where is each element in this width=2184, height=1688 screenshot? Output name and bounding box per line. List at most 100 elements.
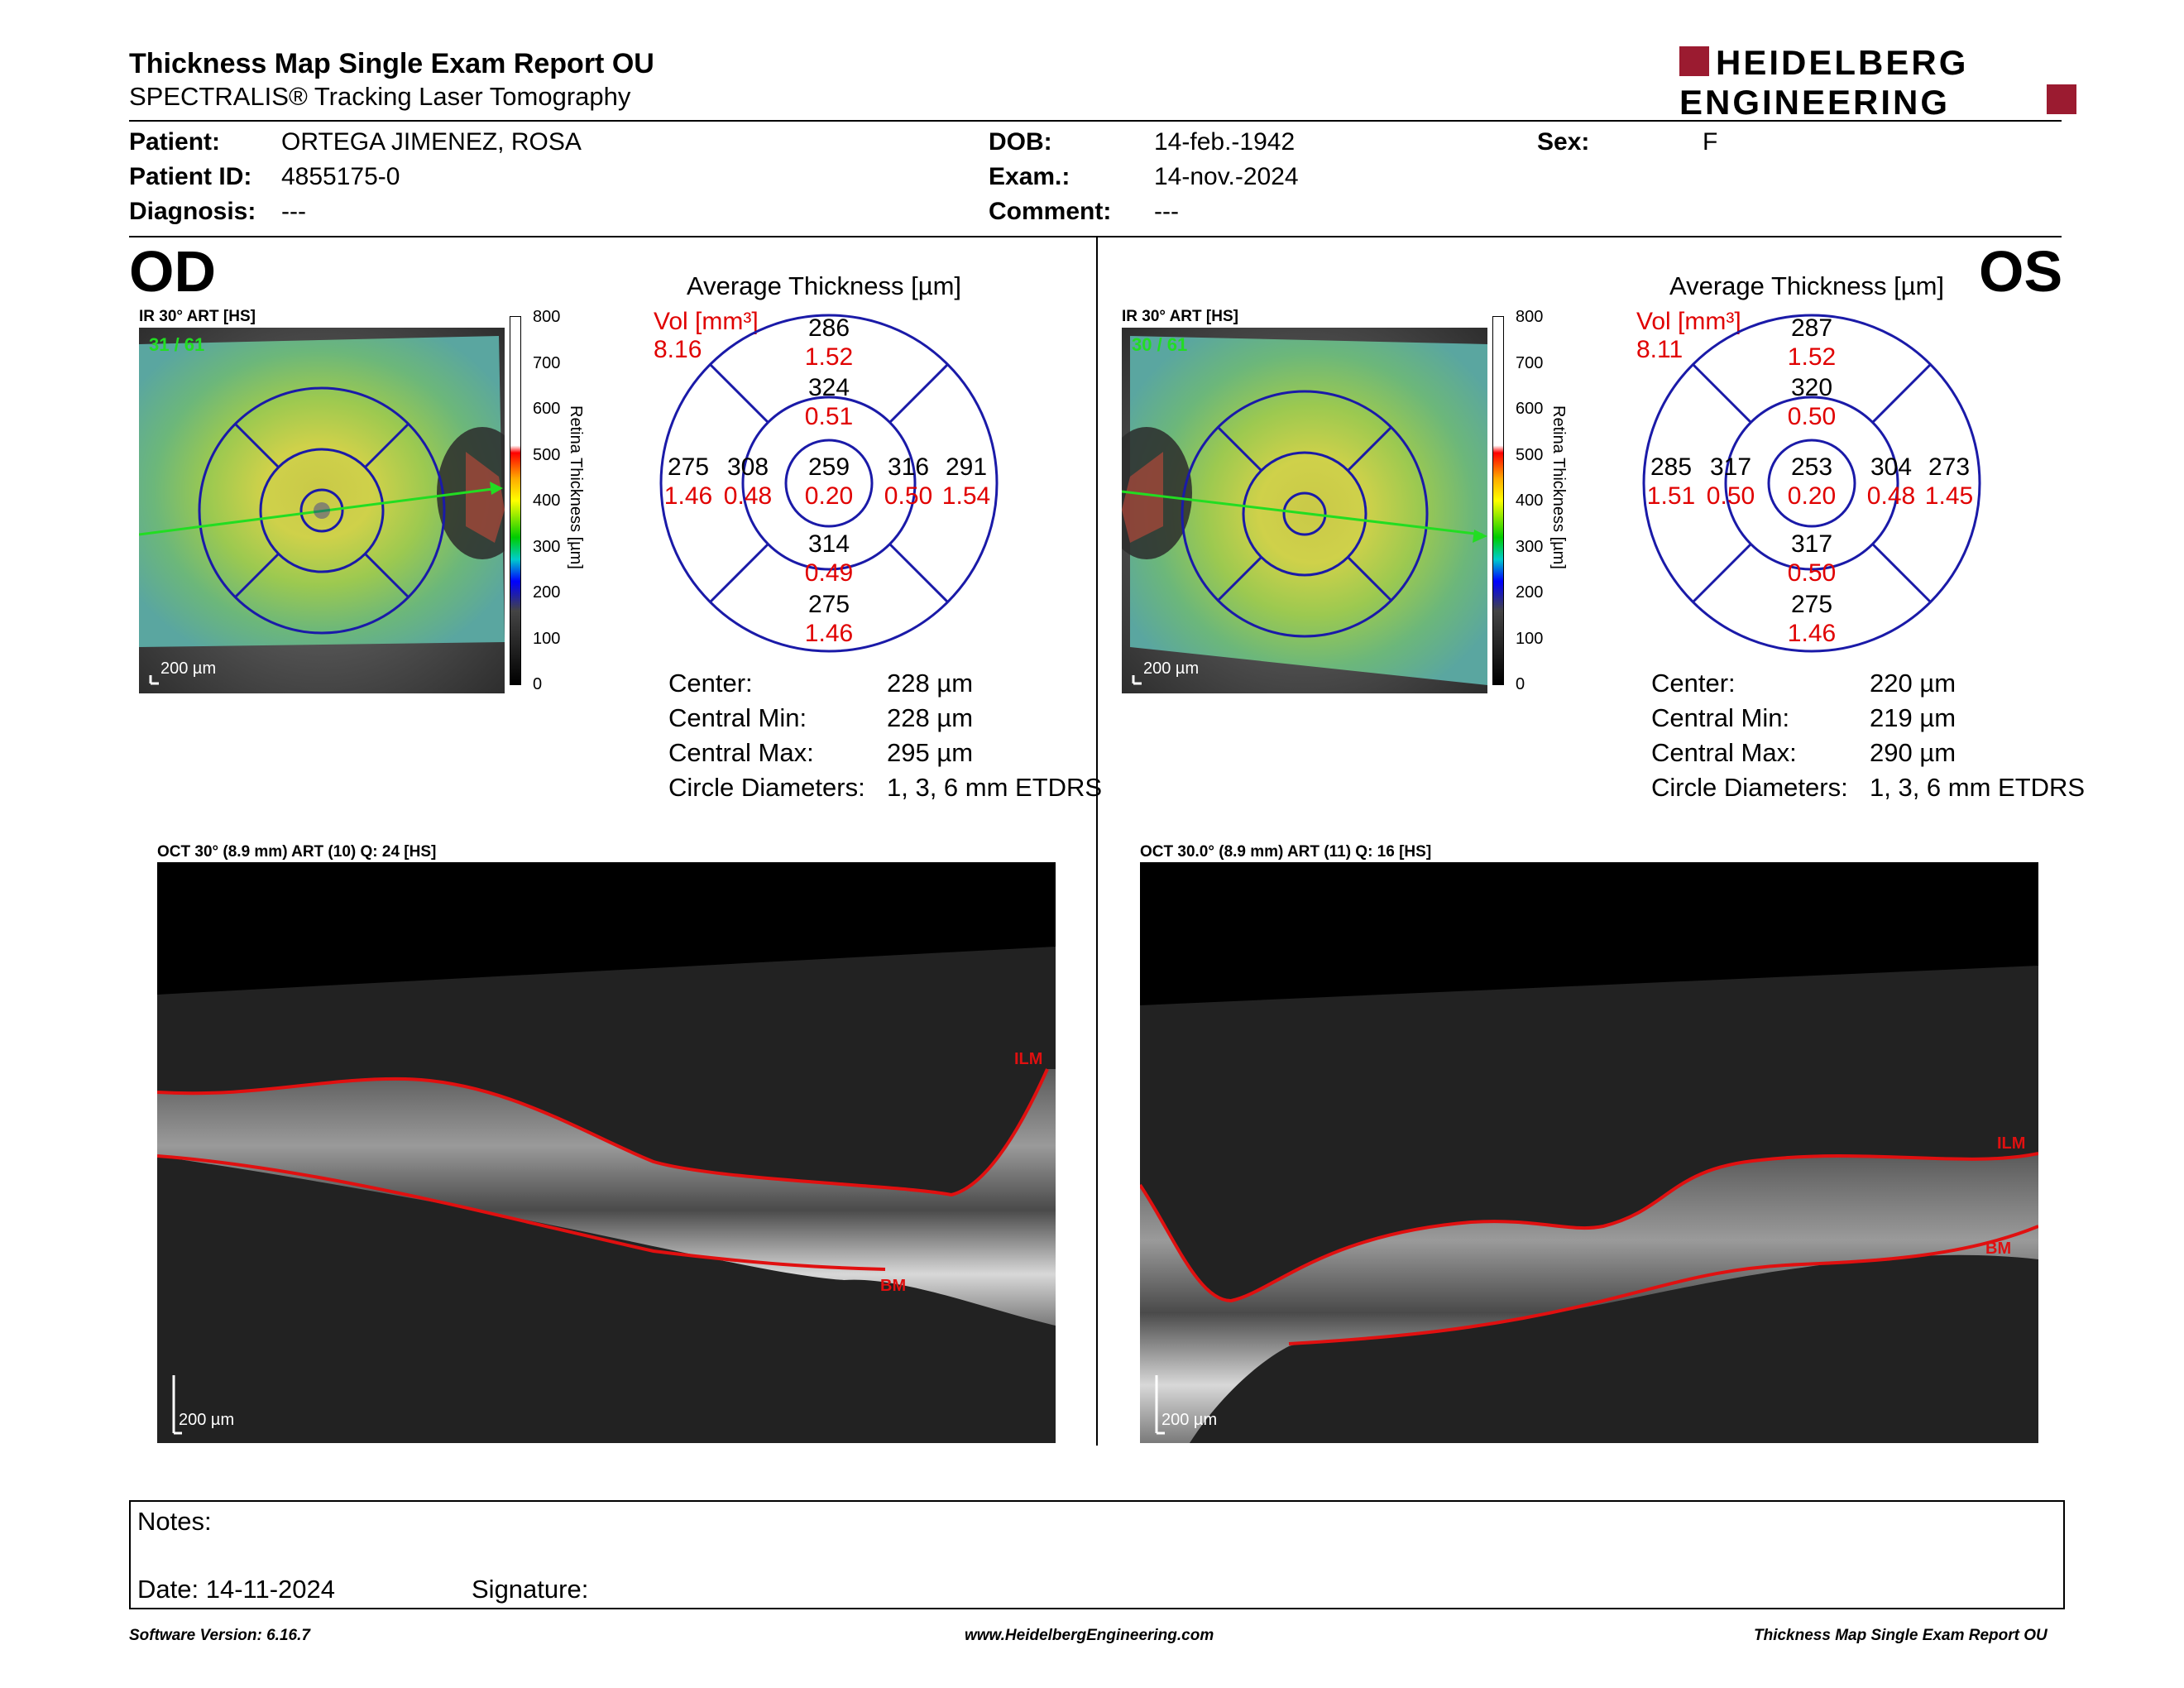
os-outer-sup-volume: 1.52 [1788,343,1836,371]
diagnosis-label: Diagnosis: [129,198,256,225]
patient-id-label: Patient ID: [129,163,252,190]
od-inner-sup-thickness: 324 [808,374,850,401]
dob-label: DOB: [989,128,1052,156]
od-outer-inf-thickness: 275 [808,591,850,618]
od-outer-sup-volume: 1.52 [805,343,853,371]
patient-id: 4855175-0 [281,163,400,190]
os-stat-label: Central Min: [1651,703,1790,732]
date-label: Date: 14-11-2024 [137,1575,335,1604]
os-inner-inf-volume: 0.50 [1788,559,1836,587]
header-divider [129,120,2062,122]
os-fundus-scalebar: 200 µm [1143,659,1199,678]
os-colorbar-tick: 200 [1516,583,1544,602]
od-frame-counter: 31 / 61 [149,334,204,355]
od-colorbar-tick: 300 [533,538,561,556]
os-bm-label: BM [1985,1240,2011,1258]
os-colorbar-tick: 0 [1516,675,1525,693]
od-etdrs-chart: 286 1.52 324 0.51 259 0.20 314 0.49 275 … [659,314,999,653]
os-colorbar-tick: 500 [1516,446,1544,464]
od-colorbar-tick: 800 [533,308,561,326]
sex-value: F [1703,128,1718,156]
os-inner-sup-volume: 0.50 [1788,403,1836,430]
website-link[interactable]: www.HeidelbergEngineering.com [965,1627,1214,1644]
os-colorbar-tick: 600 [1516,400,1544,418]
od-stat-label: Central Min: [668,703,807,732]
os-stat-value: 290 µm [1870,738,1956,767]
os-outer-left-volume: 1.51 [1647,482,1695,510]
os-colorbar-tick: 400 [1516,492,1544,510]
os-colorbar-tick: 300 [1516,538,1544,556]
od-vol-label: Vol [mm³] [654,308,759,335]
os-outer-right-thickness: 273 [1928,453,1970,481]
os-oct-scalebar: 200 µm [1161,1411,1217,1429]
software-version: Software Version: 6.16.7 [129,1627,310,1644]
od-outer-right-volume: 1.54 [942,482,990,510]
od-label: OD [129,239,216,304]
exam-value: 14-nov.-2024 [1154,163,1299,190]
od-stat-value: 228 µm [887,703,974,732]
os-inner-right-volume: 0.48 [1867,482,1915,510]
od-stat-value: 1, 3, 6 mm ETDRS [887,773,1103,802]
comment-label: Comment: [989,198,1112,225]
os-stat-label: Central Max: [1651,738,1797,767]
report-subtitle: SPECTRALIS® Tracking Laser Tomography [129,82,631,111]
os-frame-counter: 30 / 61 [1132,334,1187,355]
od-outer-right-thickness: 291 [946,453,987,481]
od-colorbar-tick: 400 [533,492,561,510]
od-fundus-label: IR 30° ART [HS] [139,308,256,325]
od-os-divider [1096,237,1098,1446]
os-fundus-label: IR 30° ART [HS] [1122,308,1238,325]
od-vol-total: 8.16 [654,336,702,363]
od-colorbar [510,316,521,685]
os-inner-right-thickness: 304 [1870,453,1912,481]
od-inner-right-volume: 0.50 [884,482,932,510]
od-center-thickness: 259 [808,453,850,481]
od-fundus-scalebar: 200 µm [160,659,216,678]
od-stat-value: 228 µm [887,669,974,698]
od-colorbar-caption: Retina Thickness [µm] [567,405,585,569]
logo-line1: HEIDELBERG [1716,45,1968,82]
od-inner-inf-volume: 0.49 [805,559,853,587]
os-label: OS [1979,239,2063,304]
logo-line2: ENGINEERING [1679,83,1950,119]
od-colorbar-tick: 100 [533,630,561,648]
od-ilm-label: ILM [1014,1050,1042,1068]
od-colorbar-tick: 500 [533,446,561,464]
od-outer-left-volume: 1.46 [664,482,712,510]
patient-name: ORTEGA JIMENEZ, ROSA [281,128,582,156]
os-stat-label: Circle Diameters: [1651,773,1848,802]
od-outer-inf-volume: 1.46 [805,620,853,647]
os-inner-sup-thickness: 320 [1791,374,1832,401]
od-colorbar-tick: 0 [533,675,543,693]
os-vol-total: 8.11 [1636,336,1684,363]
exam-label: Exam.: [989,163,1070,190]
os-inner-left-thickness: 317 [1710,453,1751,481]
od-inner-right-thickness: 316 [888,453,929,481]
os-etdrs-title: Average Thickness [µm] [1669,271,1945,300]
report-title: Thickness Map Single Exam Report OU [129,48,654,79]
os-colorbar-caption: Retina Thickness [µm] [1549,405,1568,569]
os-outer-sup-thickness: 287 [1791,314,1832,342]
od-stat-label: Circle Diameters: [668,773,865,802]
od-oct-scalebar: 200 µm [179,1411,234,1429]
os-colorbar-tick: 800 [1516,308,1544,326]
od-bm-label: BM [880,1277,906,1295]
notes-box: Notes: Date: 14-11-2024 Signature: [129,1500,2065,1609]
notes-label: Notes: [137,1507,212,1536]
od-etdrs-title: Average Thickness [µm] [687,271,962,300]
os-outer-inf-thickness: 275 [1791,591,1832,618]
od-inner-inf-thickness: 314 [808,530,850,558]
comment-value: --- [1154,198,1179,225]
od-oct-bscan: ILM BM 200 µm [157,862,1056,1443]
patient-label: Patient: [129,128,221,156]
patient-divider [129,236,2062,237]
heidelberg-logo: HEIDELBERG ENGINEERING [1679,45,2076,119]
diagnosis-value: --- [281,198,306,225]
footer-report-name: Thickness Map Single Exam Report OU [1754,1627,2048,1644]
os-etdrs-chart: 287 1.52 320 0.50 253 0.20 317 0.50 275 … [1642,314,1981,653]
os-outer-right-volume: 1.45 [1925,482,1973,510]
os-inner-inf-thickness: 317 [1791,530,1832,558]
os-center-thickness: 253 [1791,453,1832,481]
od-stat-value: 295 µm [887,738,974,767]
os-ilm-label: ILM [1997,1134,2025,1153]
